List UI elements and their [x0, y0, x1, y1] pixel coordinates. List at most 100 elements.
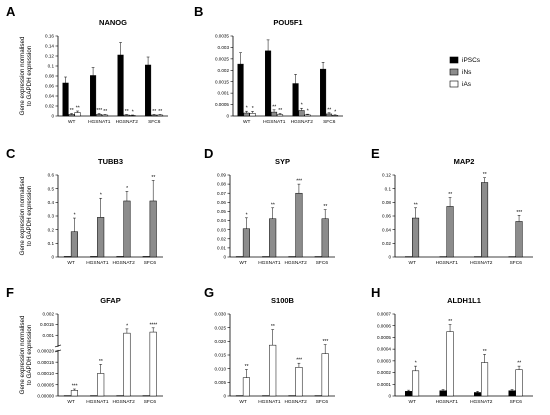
- y-tick-label: 0.6: [48, 173, 55, 178]
- bar-iNs-WT: [412, 218, 419, 257]
- y-tick-label: 0.5: [48, 186, 55, 191]
- y-tick-label: 0.1: [48, 64, 55, 69]
- x-tick-label: SFC6: [144, 399, 157, 405]
- bar-iPSCs-WT: [64, 256, 71, 257]
- bar-iAs-SFC6: [157, 115, 163, 116]
- y-axis-label: Gene expression normalisedto GAPDH expre…: [19, 36, 33, 115]
- significance-label: **: [271, 202, 275, 208]
- y-axis-label-line: Gene expression normalised: [19, 36, 26, 115]
- bar-iNs-HGSNAT1: [96, 115, 102, 117]
- y-axis-label: Gene expression normalisedto GAPDH expre…: [19, 176, 33, 255]
- bar-iAs-WT: [71, 390, 78, 396]
- bar-iNs-SFC6: [151, 115, 157, 116]
- y-tick-label: 0.06: [382, 214, 391, 219]
- bar-iNs-SFC6: [326, 114, 332, 116]
- bar-iAs-HGSNAT2: [124, 333, 131, 396]
- y-tick-label: 0.002: [43, 312, 55, 317]
- y-tick-label: 0: [388, 394, 391, 399]
- y-tick-label: 0.04: [45, 94, 54, 99]
- y-tick-label: 0.12: [382, 173, 391, 178]
- panel-letter: G: [204, 285, 214, 300]
- y-axis-label-line: Gene expression normalised: [19, 315, 26, 394]
- bar-iAs-HGSNAT1: [269, 345, 276, 396]
- x-tick-label: WT: [68, 119, 76, 125]
- y-tick-label: 0.04: [382, 227, 391, 232]
- panel-title: GFAP: [100, 296, 120, 305]
- y-tick-label: 0.0005: [377, 335, 391, 340]
- y-tick-label: 0.02: [382, 241, 391, 246]
- bar-iAs-HGSNAT1: [447, 332, 454, 396]
- bar-iNs-HGSNAT2: [481, 183, 488, 257]
- x-tick-label: HGSNAT1: [436, 260, 459, 266]
- x-tick-label: WT: [239, 399, 247, 405]
- y-tick-label: 0.08: [217, 182, 226, 187]
- y-tick-label: 0.4: [48, 200, 55, 205]
- y-tick-label: 0.030: [215, 312, 227, 317]
- x-tick-label: SFC6: [316, 260, 329, 266]
- panel-F: FGFAP0.000000.000050.000100.000150.00020…: [6, 285, 163, 405]
- bar-iAs-HGSNAT1: [102, 115, 108, 116]
- y-axis-label: Gene expression normalisedto GAPDH expre…: [19, 315, 33, 394]
- y-tick-label: 0.00005: [37, 382, 54, 387]
- y-axis-label-line: to GAPDH expression: [26, 324, 33, 385]
- bar-iNs-HGSNAT2: [124, 201, 131, 257]
- significance-label: **: [483, 172, 487, 178]
- significance-label: **: [483, 349, 487, 355]
- panel-title: SYP: [275, 157, 290, 166]
- x-tick-label: HGSNAT2: [284, 260, 307, 266]
- y-tick-label: 0.02: [217, 236, 226, 241]
- bar-iAs-SFC6: [516, 370, 523, 396]
- significance-label: *: [246, 106, 248, 112]
- panel-title: TUBB3: [98, 157, 123, 166]
- bar-iAs-WT: [250, 113, 256, 116]
- bar-iAs-WT: [75, 113, 81, 117]
- bar-iAs-HGSNAT1: [277, 115, 283, 116]
- bar-iNs-HGSNAT2: [299, 111, 305, 116]
- axis-break-gap: [56, 347, 60, 350]
- x-tick-label: SFC6: [144, 260, 157, 266]
- y-tick-label: 0.00000: [37, 394, 54, 399]
- significance-label: ****: [149, 322, 157, 328]
- bar-iAs-SFC6: [150, 332, 157, 396]
- panel-letter: F: [6, 285, 14, 300]
- significance-label: *: [132, 110, 134, 116]
- bar-iPSCs-WT: [238, 64, 244, 116]
- x-tick-label: HGSNAT2: [291, 119, 314, 125]
- bar-iAs-HGSNAT2: [481, 363, 488, 396]
- panel-letter: B: [194, 4, 203, 19]
- y-tick-label: 0.03: [217, 227, 226, 232]
- bar-iAs-HGSNAT2: [296, 367, 303, 396]
- y-tick-label: 0.001: [218, 91, 230, 96]
- significance-label: **: [76, 106, 80, 112]
- bar-iPSCs-WT: [405, 391, 412, 396]
- significance-label: **: [327, 107, 331, 113]
- significance-label: ***: [296, 179, 302, 185]
- bar-iPSCs-SFC6: [509, 391, 516, 396]
- y-tick-label: 0.003: [218, 45, 230, 50]
- bar-iPSCs-HGSNAT1: [440, 391, 447, 396]
- x-tick-label: SFC6: [510, 399, 523, 405]
- y-tick-label: 0.005: [215, 380, 227, 385]
- y-tick-label: 0.025: [215, 325, 227, 330]
- x-tick-label: HGSNAT2: [470, 260, 493, 266]
- x-tick-label: SFC6: [316, 399, 329, 405]
- panel-letter: C: [6, 146, 16, 161]
- legend-label: iPSCs: [462, 57, 481, 64]
- legend-swatch-iNs: [450, 69, 458, 75]
- significance-label: *: [126, 186, 128, 192]
- y-tick-label: 0: [51, 255, 54, 260]
- significance-label: **: [414, 202, 418, 208]
- significance-label: **: [323, 204, 327, 210]
- legend-swatch-iAs: [450, 81, 458, 87]
- y-tick-label: 0.3: [48, 214, 55, 219]
- bar-iNs-HGSNAT2: [296, 193, 303, 257]
- bar-iPSCs-HGSNAT2: [474, 392, 481, 396]
- panel-title: ALDH1L1: [447, 296, 481, 305]
- significance-label: **: [152, 109, 156, 115]
- y-tick-label: 0.01: [217, 245, 226, 250]
- x-tick-label: WT: [409, 399, 417, 405]
- bar-iNs-HGSNAT1: [447, 206, 454, 257]
- panel-title: NANOG: [99, 18, 127, 27]
- y-tick-label: 0.0005: [215, 102, 229, 107]
- y-tick-label: 0.14: [45, 44, 54, 49]
